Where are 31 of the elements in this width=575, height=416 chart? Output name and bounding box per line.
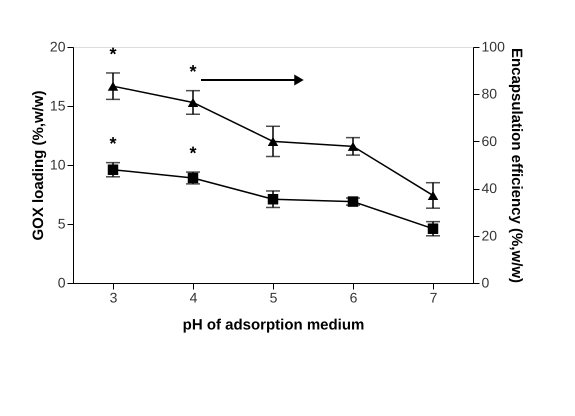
y2-tick-label: 0 [482, 274, 490, 290]
point [108, 164, 118, 175]
y-tick-label: 0 [58, 274, 66, 290]
point [348, 142, 358, 151]
y-tick-label: 5 [58, 216, 66, 232]
y2-tick-label: 60 [482, 132, 498, 149]
x-tick-label: 5 [270, 290, 278, 306]
x-axis-title: pH of adsorption medium [182, 316, 364, 334]
point [268, 194, 278, 204]
x-tick-label: 4 [190, 290, 198, 306]
y2-tick-label: 20 [482, 227, 498, 244]
annotation: * [109, 44, 117, 64]
y-tick-label: 15 [50, 98, 66, 114]
y2-tick-label: 40 [482, 180, 498, 196]
point [428, 190, 438, 200]
x-tick-label: 3 [110, 290, 118, 306]
x-tick-label: 6 [350, 290, 358, 306]
annotation: * [189, 62, 197, 82]
y2-axis-title: Encapsulation efficiency (%,w/w) [508, 48, 525, 284]
x-tick-label: 7 [430, 290, 438, 306]
annotation: * [189, 143, 197, 164]
y2-tick-label: 80 [482, 86, 498, 102]
annotation: * [109, 134, 117, 154]
point [268, 136, 278, 146]
y-tick-label: 10 [50, 156, 66, 172]
y2-tick-label: 100 [482, 38, 506, 54]
point [108, 82, 118, 91]
point [428, 223, 438, 234]
y-tick-label: 20 [50, 38, 66, 54]
point [188, 98, 198, 107]
y-axis-title: GOX loading (%,w/w) [30, 90, 47, 240]
